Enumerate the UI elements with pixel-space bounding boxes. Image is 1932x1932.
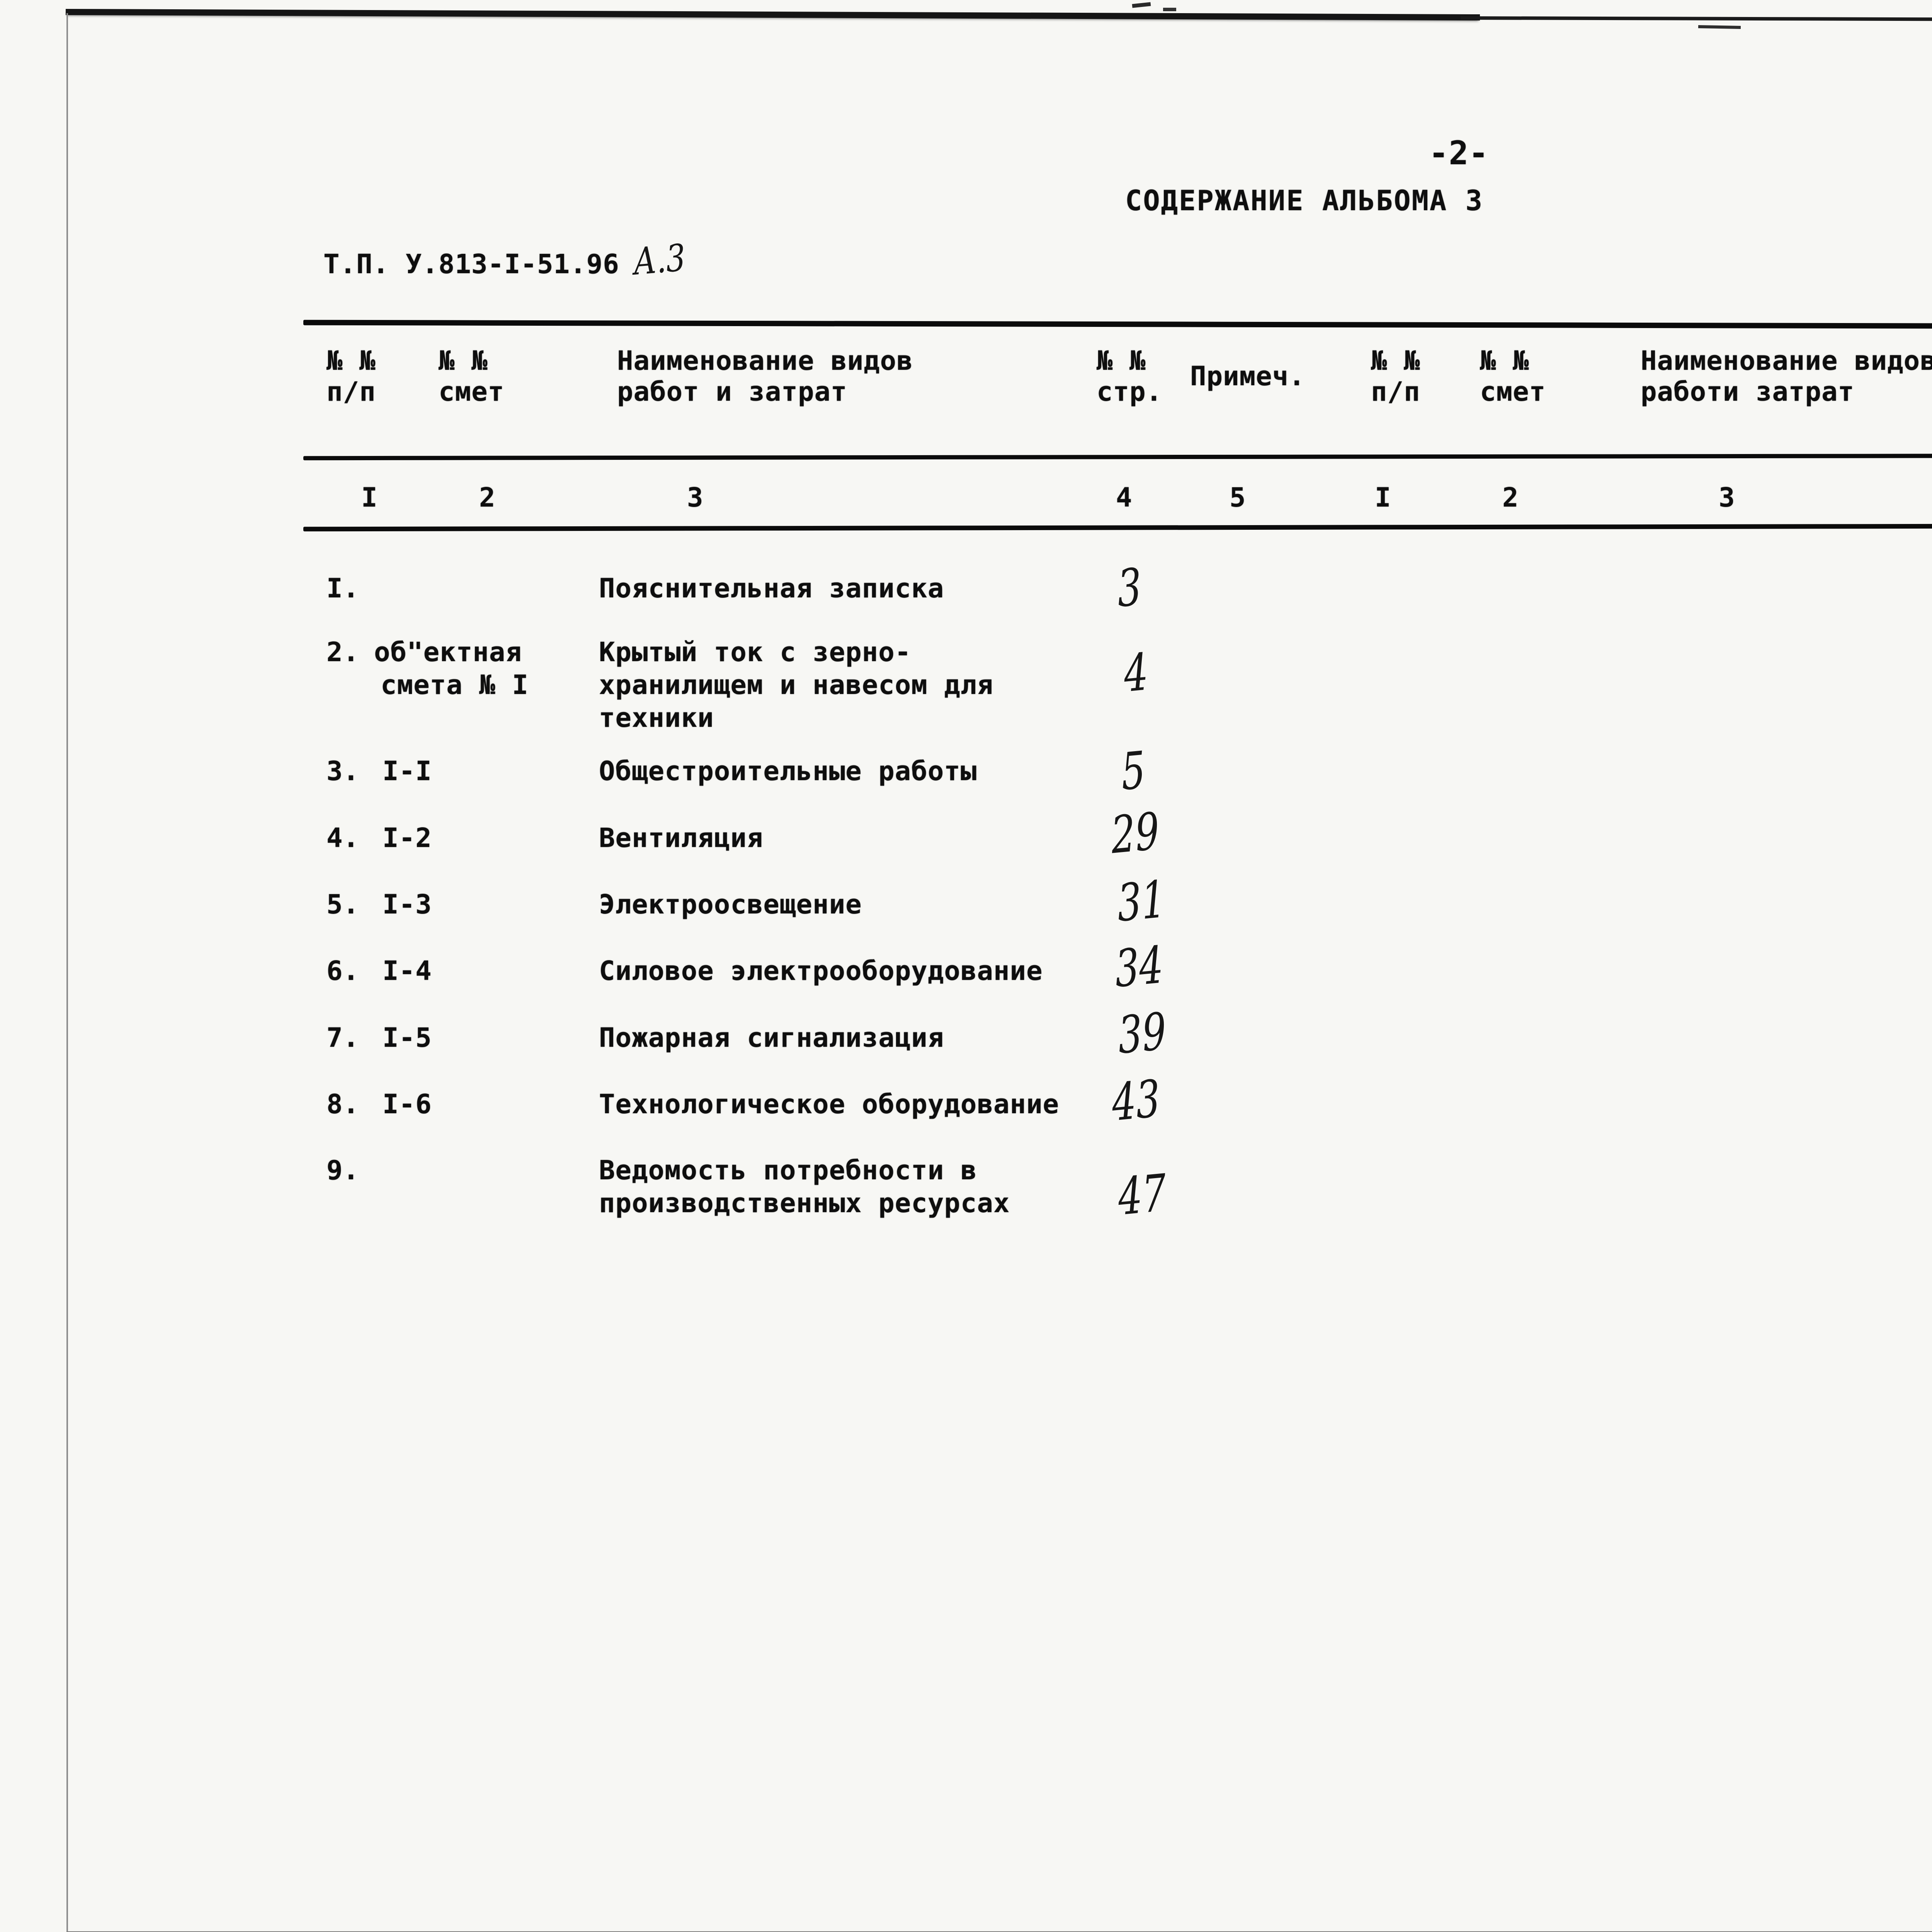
header-left-name-line2: работ и затрат — [617, 376, 847, 407]
row-page-ref: 43 — [1111, 1069, 1162, 1133]
header-right-num-line2: п/п — [1371, 376, 1420, 407]
page-number-indicator: -2- — [1429, 134, 1489, 172]
scan-speck-2 — [1163, 8, 1176, 11]
scan-speck-3 — [1698, 25, 1741, 29]
album-title: СОДЕРЖАНИЕ АЛЬБОМА 3 — [1125, 184, 1483, 217]
colnum-left-3: 3 — [687, 482, 704, 513]
row-num: 7. — [327, 1022, 360, 1053]
row-num: 4. — [327, 823, 360, 854]
row-num: 8. — [327, 1089, 360, 1120]
header-left-smeta-line2: смет — [439, 376, 505, 407]
header-left-page-line2: стр. — [1097, 376, 1163, 407]
row-page-ref: 47 — [1117, 1163, 1168, 1227]
table-rule-top — [303, 320, 1932, 330]
doc-code: Т.П. У.813-I-51.96 — [323, 249, 619, 280]
header-left-num-line1: № № — [327, 345, 376, 376]
row-title: Электроосвещение — [599, 889, 862, 920]
row-num: 5. — [327, 889, 360, 920]
header-right-name-line2: работи затрат — [1641, 376, 1855, 407]
row-smeta: I-4 — [383, 956, 432, 986]
row-page-ref: 29 — [1110, 801, 1161, 866]
header-right-name-line1: Наименование видов — [1641, 345, 1932, 376]
colnum-left-5: 5 — [1230, 482, 1246, 513]
row-title: производственных ресурсах — [599, 1188, 1010, 1219]
row-title: Силовое электрооборудование — [599, 956, 1043, 986]
row-num: 2. — [327, 637, 360, 668]
row-title: Общестроительные работы — [599, 756, 977, 787]
doc-code-suffix: А.3 — [632, 236, 687, 284]
header-right-smeta-line1: № № — [1480, 345, 1529, 376]
row-page-ref: 34 — [1114, 935, 1165, 999]
row-num: I. — [327, 573, 360, 604]
scan-edge-top-thick — [65, 9, 1480, 21]
colnum-left-4: 4 — [1116, 482, 1133, 513]
row-title: Ведомость потребности в — [599, 1155, 977, 1186]
header-right-num-line1: № № — [1371, 345, 1420, 376]
colnum-right-2: 2 — [1502, 482, 1519, 513]
header-left-num-line2: п/п — [327, 376, 376, 407]
table-rule-colnum-bottom — [303, 522, 1932, 532]
colnum-right-3: 3 — [1719, 482, 1735, 513]
table-rule-header-bottom — [303, 452, 1932, 461]
row-title: техники — [599, 702, 714, 733]
row-title: Технологическое оборудование — [599, 1089, 1060, 1120]
row-smeta: I-6 — [383, 1089, 432, 1120]
row-title: Вентиляция — [599, 823, 764, 854]
colnum-left-2: 2 — [479, 482, 496, 513]
row-page-ref: 5 — [1120, 740, 1147, 802]
row-smeta: I-3 — [383, 889, 432, 920]
row-page-ref: 3 — [1116, 557, 1143, 619]
colnum-left-1: I — [361, 482, 378, 513]
row-smeta: об"ектная — [374, 637, 522, 668]
header-left-name-line1: Наименование видов — [617, 345, 913, 376]
scan-edge-top-thin — [1460, 16, 1932, 23]
page-bottom-border — [66, 1931, 1932, 1932]
header-left-smeta-line1: № № — [439, 345, 488, 376]
scan-speck-1 — [1132, 2, 1151, 8]
row-page-ref: 39 — [1117, 1002, 1168, 1066]
row-page-ref: 31 — [1116, 869, 1167, 934]
colnum-right-1: I — [1375, 482, 1391, 513]
header-left-page-line1: № № — [1097, 345, 1146, 376]
row-smeta: I-I — [383, 756, 432, 787]
row-title: Пояснительная записка — [599, 573, 944, 604]
page-left-border — [66, 13, 68, 1932]
row-page-ref: 4 — [1122, 642, 1150, 704]
row-num: 9. — [327, 1155, 360, 1186]
header-right-smeta-line2: смет — [1480, 376, 1546, 407]
row-title: Пожарная сигнализация — [599, 1022, 944, 1053]
row-num: 3. — [327, 756, 360, 787]
row-smeta: I-5 — [383, 1022, 432, 1053]
row-title: Крытый ток с зерно- — [599, 637, 912, 668]
row-smeta: I-2 — [383, 823, 432, 854]
row-smeta: смета № I — [381, 670, 529, 701]
header-left-note: Примеч. — [1190, 361, 1305, 392]
row-num: 6. — [327, 956, 360, 986]
row-title: хранилищем и навесом для — [599, 670, 993, 701]
